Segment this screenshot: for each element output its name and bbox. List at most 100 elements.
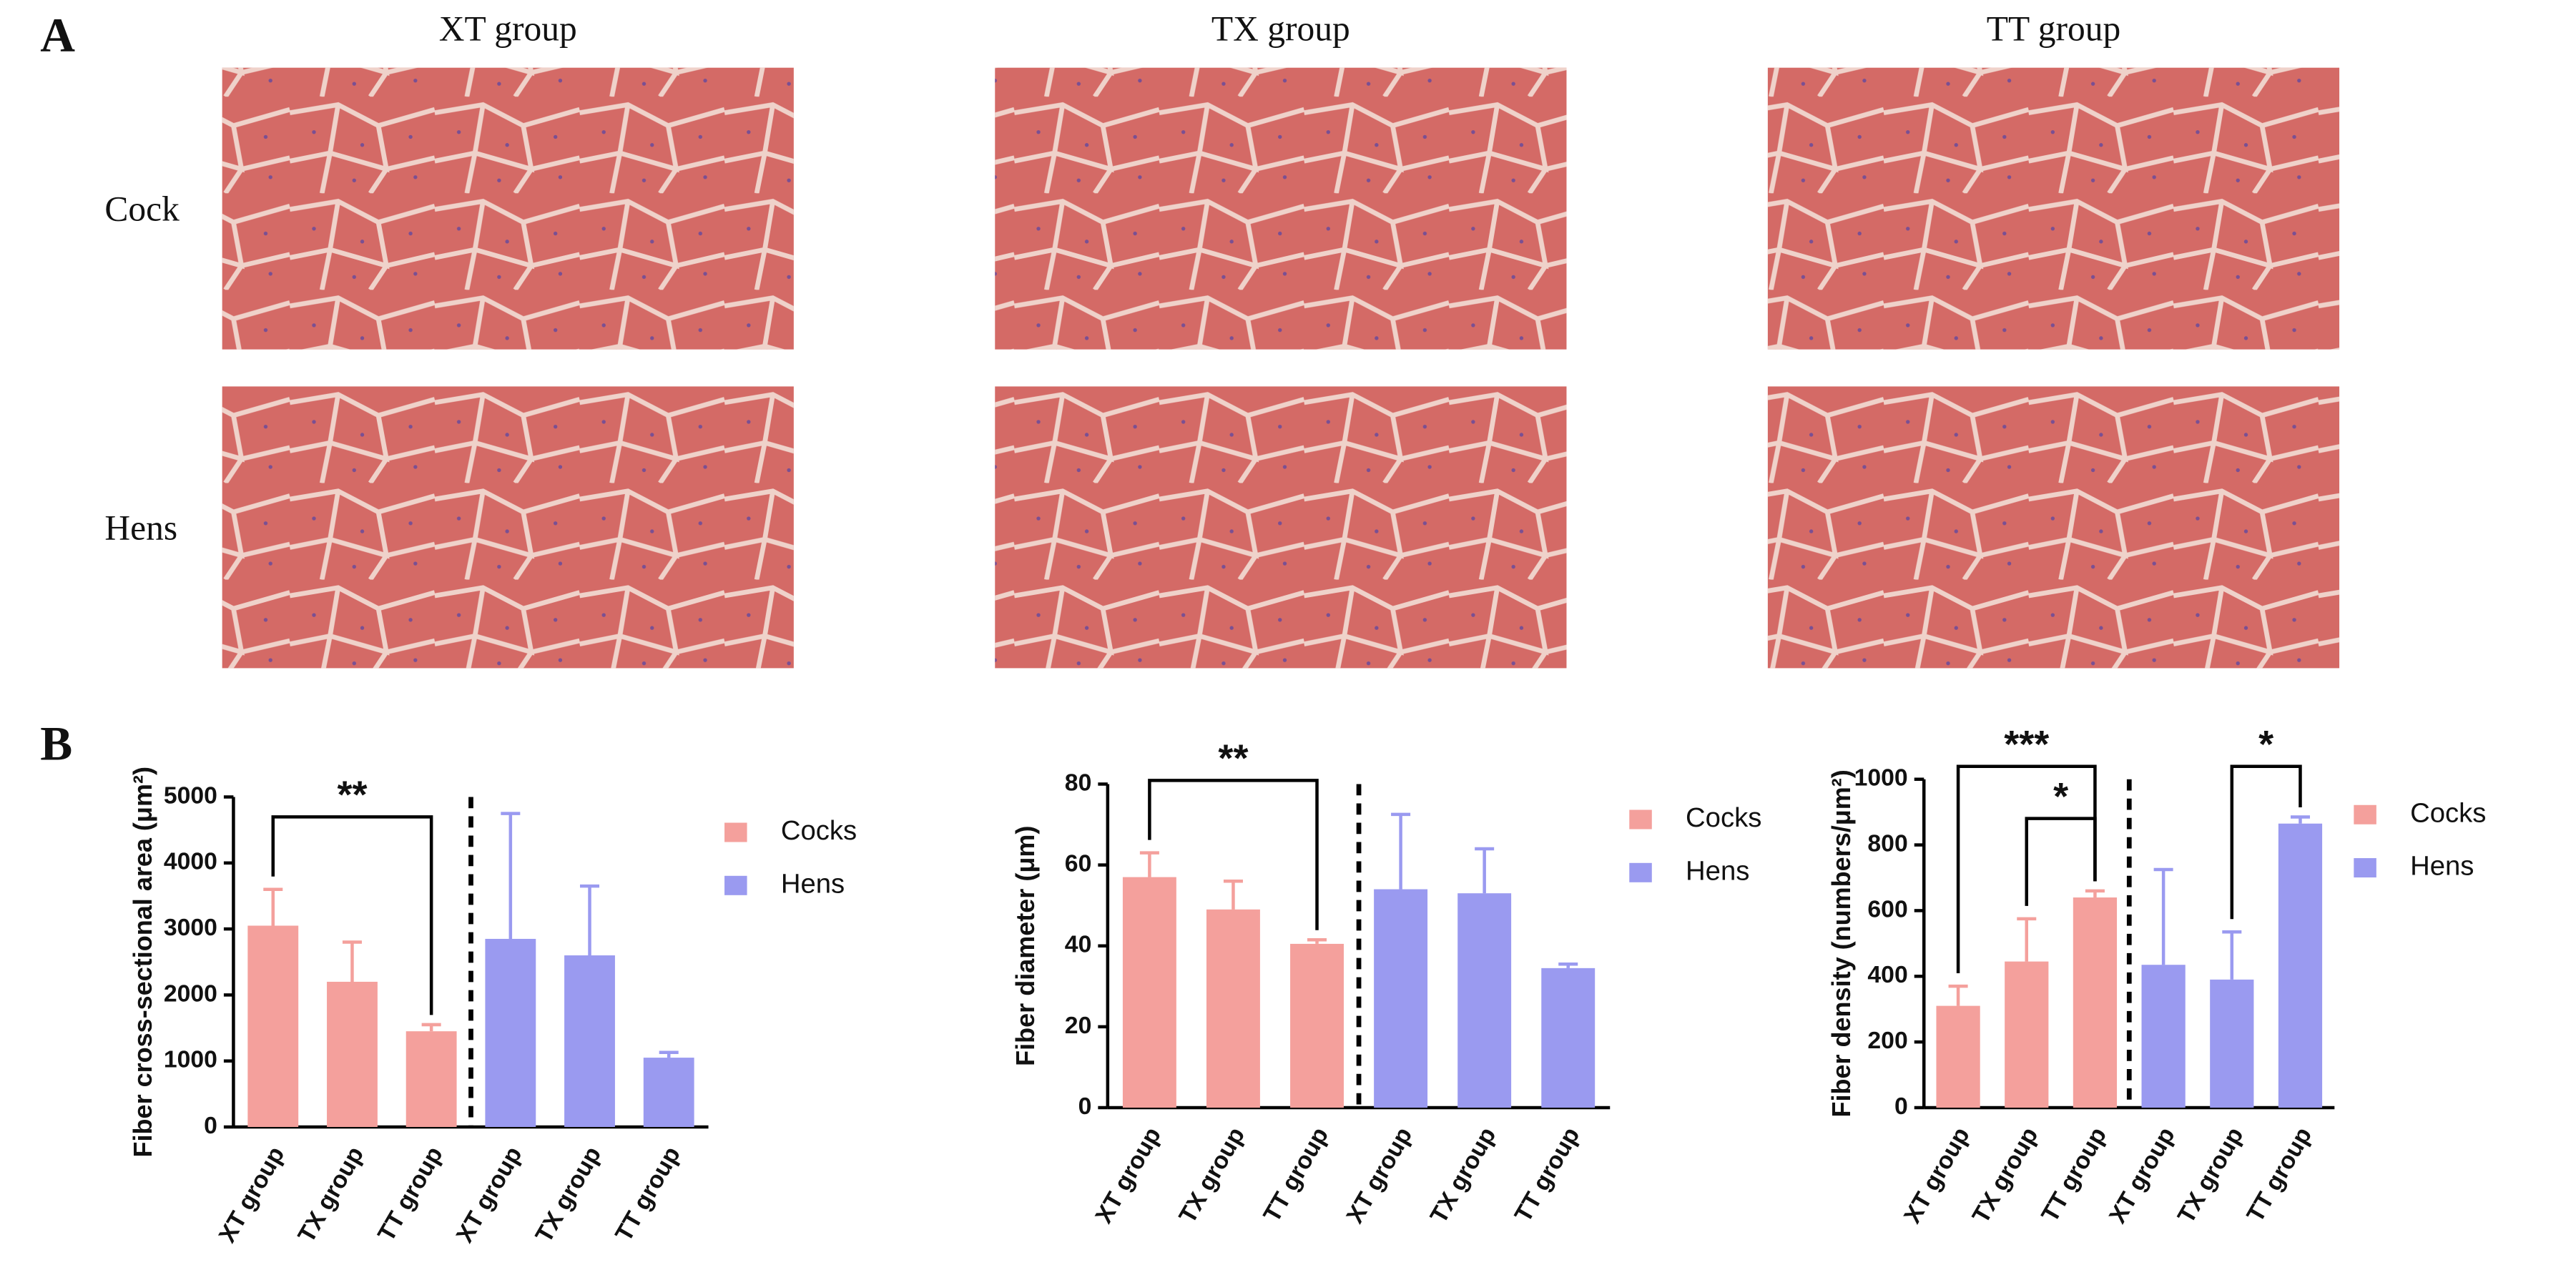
error-bar xyxy=(580,884,600,956)
error-bar xyxy=(2153,867,2173,965)
legend-swatch xyxy=(724,822,747,842)
legend-swatch xyxy=(2354,858,2376,878)
y-axis-label: Fiber diameter (μm) xyxy=(1011,826,1040,1066)
y-tick-label: 60 xyxy=(1065,850,1092,877)
y-tick-label: 1000 xyxy=(1854,764,1908,792)
legend-label: Hens xyxy=(1686,855,1749,886)
error-bar xyxy=(659,1050,679,1058)
error-bar xyxy=(1948,984,1968,1006)
y-axis-label: Fiber cross-sectional area (μm²) xyxy=(128,767,157,1157)
y-tick-label: 5000 xyxy=(164,782,217,809)
histology-cells xyxy=(222,386,794,669)
x-tick-label: TT group xyxy=(610,1142,686,1246)
bar xyxy=(1290,943,1344,1108)
x-tick-label: TX group xyxy=(292,1142,369,1247)
x-tick-label: XT group xyxy=(213,1142,290,1247)
histology-cells xyxy=(995,386,1567,669)
row-label: Hens xyxy=(104,508,177,547)
y-tick-label: 0 xyxy=(204,1112,217,1139)
error-bar xyxy=(2017,917,2037,962)
significance-label: ** xyxy=(1218,737,1248,780)
column-label: TX group xyxy=(1211,9,1350,49)
y-tick-label: 800 xyxy=(1867,830,1907,857)
histology-cells xyxy=(1767,67,2340,350)
y-tick-label: 3000 xyxy=(164,914,217,941)
x-tick-label: TT group xyxy=(373,1142,448,1246)
x-tick-label: TX group xyxy=(1967,1123,2043,1228)
bar xyxy=(1374,889,1428,1108)
histology-cells xyxy=(222,67,794,350)
bar xyxy=(405,1031,457,1128)
error-bar xyxy=(501,812,521,939)
bar xyxy=(2210,979,2254,1108)
x-tick-label: TX group xyxy=(530,1142,606,1247)
bar xyxy=(485,938,536,1128)
row-label: Cock xyxy=(104,189,180,229)
y-tick-label: 2000 xyxy=(164,980,217,1007)
bar xyxy=(1457,893,1512,1108)
y-tick-label: 400 xyxy=(1867,961,1907,988)
error-bar xyxy=(2222,930,2242,980)
legend-label: Hens xyxy=(2410,851,2474,882)
x-tick-label: XT group xyxy=(1899,1123,1975,1228)
significance-bracket xyxy=(1956,764,2097,974)
y-tick-label: 4000 xyxy=(164,848,217,875)
panel-label: B xyxy=(40,717,72,770)
y-tick-label: 200 xyxy=(1867,1027,1907,1054)
histology-cells xyxy=(995,67,1567,350)
y-tick-label: 40 xyxy=(1065,931,1092,958)
x-tick-label: XT group xyxy=(1090,1123,1166,1228)
significance-bracket xyxy=(2025,817,2097,906)
y-tick-label: 1000 xyxy=(164,1046,217,1073)
significance-bracket xyxy=(2230,764,2302,920)
bar xyxy=(1122,877,1176,1108)
y-tick-label: 0 xyxy=(1894,1093,1908,1120)
x-tick-label: TT group xyxy=(1509,1123,1585,1227)
x-tick-label: TT group xyxy=(1258,1123,1334,1227)
error-bar xyxy=(1475,847,1495,894)
y-tick-label: 600 xyxy=(1867,895,1907,922)
legend-label: Cocks xyxy=(2410,797,2486,828)
bar xyxy=(564,955,615,1128)
bar xyxy=(2141,965,2186,1108)
y-axis-label: Fiber density (numbers/μm²) xyxy=(1827,769,1856,1117)
significance-label: * xyxy=(2258,723,2273,766)
column-label: XT group xyxy=(439,9,577,49)
x-tick-label: TX group xyxy=(1174,1123,1250,1228)
legend-swatch xyxy=(724,875,747,895)
x-tick-label: TX group xyxy=(1425,1123,1501,1228)
error-bar xyxy=(1223,879,1243,910)
significance-label: *** xyxy=(2004,723,2049,766)
error-bar xyxy=(263,887,283,926)
legend-swatch xyxy=(1629,862,1652,882)
error-bar xyxy=(2085,889,2105,898)
significance-label: * xyxy=(2053,775,2068,818)
error-bar xyxy=(1558,962,1578,968)
histology-cells xyxy=(1767,386,2340,669)
significance-bracket xyxy=(1148,779,1319,930)
legend-label: Cocks xyxy=(781,815,857,846)
bar xyxy=(2073,897,2118,1108)
x-tick-label: TT group xyxy=(2241,1123,2317,1227)
significance-label: ** xyxy=(337,774,367,817)
bar xyxy=(247,925,299,1128)
error-bar xyxy=(2290,815,2310,824)
y-tick-label: 0 xyxy=(1078,1093,1092,1120)
bar xyxy=(327,981,378,1128)
significance-bracket xyxy=(271,815,433,1015)
y-tick-label: 20 xyxy=(1065,1012,1092,1039)
panel-label: A xyxy=(40,9,75,62)
legend-swatch xyxy=(2354,804,2376,824)
x-tick-label: XT group xyxy=(1341,1123,1417,1228)
x-tick-label: XT group xyxy=(451,1142,528,1247)
x-tick-label: TX group xyxy=(2172,1123,2248,1228)
error-bar xyxy=(1391,812,1411,890)
bar xyxy=(2005,961,2049,1108)
bar xyxy=(1206,909,1260,1108)
x-tick-label: TT group xyxy=(2036,1123,2112,1227)
error-bar xyxy=(421,1023,441,1032)
error-bar xyxy=(1139,851,1159,877)
x-tick-label: XT group xyxy=(2104,1123,2181,1228)
